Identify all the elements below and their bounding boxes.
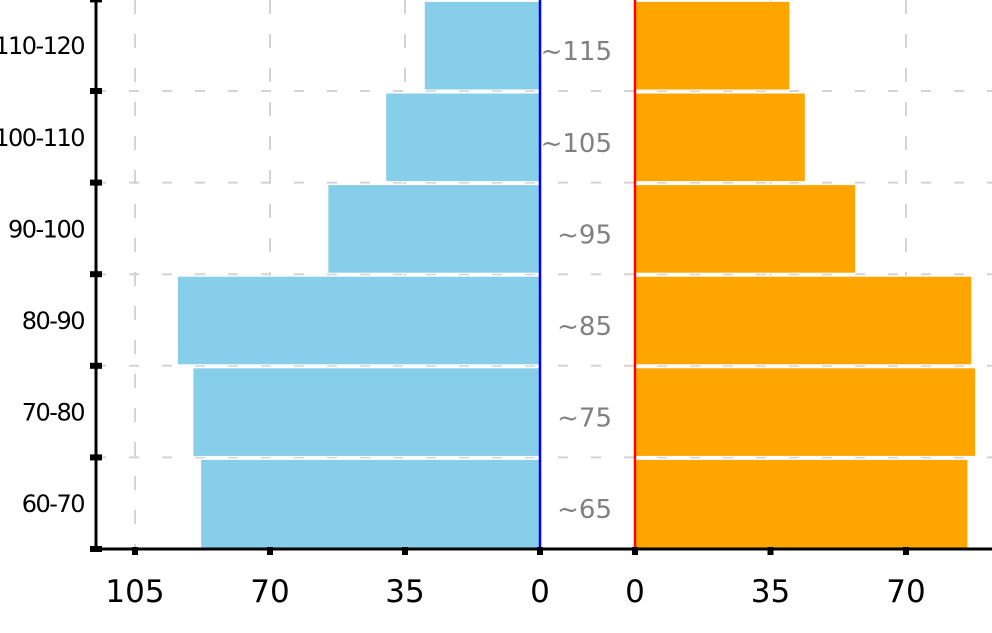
- category-label: 60-70: [22, 490, 84, 518]
- category-label: 110-120: [0, 32, 84, 60]
- category-label: 80-90: [22, 307, 84, 335]
- bar-left-70-80: [192, 367, 541, 457]
- right-series-bars: [634, 0, 977, 549]
- x-tick-label-left: 0: [530, 574, 550, 610]
- center-value-label: ~75: [557, 404, 612, 434]
- y-axis-tick: [90, 88, 102, 94]
- bar-left-100-110: [385, 92, 541, 183]
- x-axis-tick: [537, 547, 543, 555]
- center-value-label: ~115: [541, 37, 612, 67]
- bar-right-60-70: [634, 458, 969, 549]
- x-axis-tick-labels: 105 70 35 0 0 35 70: [105, 574, 925, 610]
- bar-left-60-70: [200, 458, 541, 549]
- grid-lines: [96, 0, 992, 549]
- bar-left-90-100: [327, 184, 541, 274]
- center-value-labels: ~65 ~75 ~85 ~95 ~105 ~115: [541, 37, 612, 525]
- x-tick-label-left: 70: [250, 574, 289, 610]
- center-value-label: ~95: [557, 220, 612, 250]
- bar-right-70-80: [634, 367, 977, 457]
- y-axis-category-labels: 60-70 70-80 80-90 90-100 100-110 110-120: [0, 32, 86, 518]
- x-tick-label-right: 0: [625, 574, 645, 610]
- axes: [90, 0, 992, 555]
- bar-right-100-110: [634, 92, 806, 183]
- x-axis-tick: [632, 547, 638, 555]
- center-value-label: ~105: [541, 129, 612, 159]
- center-value-label: ~65: [557, 495, 612, 525]
- center-value-label: ~85: [557, 312, 612, 342]
- y-axis-tick: [90, 546, 102, 552]
- x-axis-tick: [267, 547, 274, 555]
- bar-right-90-100: [634, 184, 857, 274]
- y-axis-tick: [90, 179, 102, 186]
- x-axis-tick: [902, 547, 909, 555]
- x-axis-tick: [402, 547, 409, 555]
- y-axis-tick: [90, 454, 102, 461]
- category-label: 70-80: [22, 399, 84, 427]
- category-label: 100-110: [0, 124, 84, 152]
- x-tick-label-left: 35: [385, 574, 424, 610]
- bar-right-80-90: [634, 275, 973, 366]
- x-tick-label-right: 70: [886, 574, 925, 610]
- bar-left-80-90: [176, 275, 541, 366]
- y-axis-tick: [90, 271, 102, 278]
- y-axis-tick: [90, 0, 102, 3]
- x-axis-tick: [132, 547, 139, 555]
- bar-left-110-120: [423, 0, 541, 91]
- left-series-bars: [176, 0, 541, 549]
- category-label: 90-100: [8, 215, 84, 243]
- x-tick-label-right: 35: [751, 574, 790, 610]
- x-axis-tick: [767, 547, 774, 555]
- bar-right-110-120: [634, 0, 791, 91]
- x-tick-label-left: 105: [105, 574, 164, 610]
- y-axis-tick: [90, 362, 102, 369]
